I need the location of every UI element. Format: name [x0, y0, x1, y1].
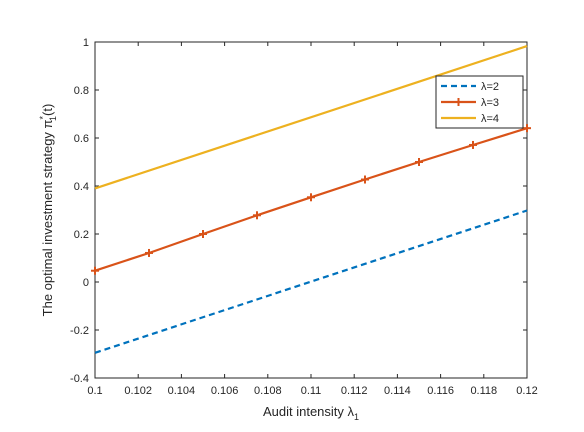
y-tick-label: 0.6	[74, 133, 89, 145]
y-tick-label: 0.8	[74, 85, 89, 97]
series-1-line	[94, 209, 528, 354]
legend: λ=2 λ=3 λ=4	[435, 75, 524, 129]
series-2-marker	[253, 211, 261, 220]
x-axis-ticks: 0.1 0.102 0.104 0.106 0.108 0.11 0.112 0.114 0.1…	[87, 42, 538, 397]
series-2-marker	[91, 266, 99, 275]
series-2-marker	[469, 140, 477, 149]
y-tick-label: 0.2	[74, 229, 89, 241]
series-2-marker	[523, 124, 531, 133]
x-axis-label: Audit intensity λ1	[263, 404, 359, 422]
legend-label-3: λ=4	[481, 113, 499, 125]
x-axis-label-main: Audit intensity λ	[263, 404, 355, 419]
y-axis-label: The optimal investment strategy π*1(t)	[38, 104, 58, 317]
x-tick-label: 0.116	[427, 385, 454, 397]
y-tick-label: 0	[83, 277, 89, 289]
x-tick-label: 0.102	[124, 385, 152, 397]
y-axis-label-subscript: 1	[48, 116, 58, 121]
y-axis-label-suffix: (t)	[40, 104, 55, 116]
legend-label-1: λ=2	[481, 81, 499, 93]
series-2-marker	[199, 230, 207, 238]
y-axis-ticks: -0.4 -0.2 0 0.2 0.4 0.6 0.8 1	[70, 37, 527, 385]
legend-label-2: λ=3	[481, 97, 499, 109]
x-tick-label: 0.112	[341, 385, 368, 397]
series-2-marker	[415, 158, 423, 166]
series-2-marker	[145, 248, 153, 257]
y-tick-label: -0.2	[70, 325, 89, 337]
series-2-marker	[307, 193, 315, 202]
y-axis-label-superscript: *	[38, 115, 48, 119]
x-axis-label-subscript: 1	[354, 412, 359, 422]
y-tick-label: -0.4	[70, 373, 89, 385]
series-layer	[91, 45, 531, 354]
y-tick-label: 1	[83, 37, 89, 49]
x-tick-label: 0.12	[516, 385, 537, 397]
x-tick-label: 0.118	[470, 385, 497, 397]
y-tick-label: 0.4	[74, 181, 89, 193]
x-tick-label: 0.104	[168, 385, 196, 397]
y-axis-label-main: The optimal investment strategy π	[40, 119, 55, 316]
x-tick-label: 0.1	[87, 385, 102, 397]
x-tick-label: 0.108	[254, 385, 282, 397]
series-3-line	[94, 45, 528, 190]
series-2-marker	[361, 175, 369, 184]
x-tick-label: 0.11	[301, 385, 322, 397]
x-tick-label: 0.114	[384, 385, 411, 397]
x-tick-label: 0.106	[211, 385, 239, 397]
